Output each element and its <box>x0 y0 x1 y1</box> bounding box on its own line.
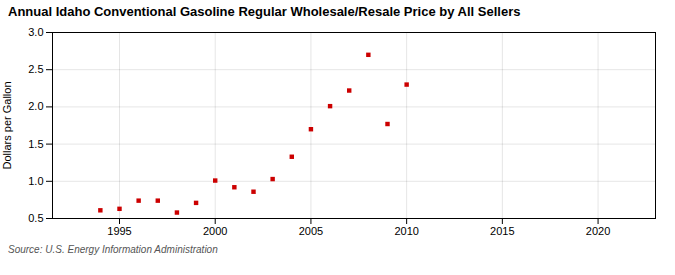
html-text:Annual Idaho Conventional Gaso: Annual Idaho Conventional Gasoline Regul… <box>8 4 521 19</box>
svg-text:2020: 2020 <box>586 225 610 237</box>
html-text:Source: U.S. Energy Informatio: Source: U.S. Energy Information Administ… <box>8 244 218 255</box>
svg-text:2015: 2015 <box>490 225 514 237</box>
svg-text:1.0: 1.0 <box>28 175 43 187</box>
svg-text:1.5: 1.5 <box>28 138 43 150</box>
svg-text:2000: 2000 <box>203 225 227 237</box>
svg-text:2.5: 2.5 <box>28 63 43 75</box>
svg-text:1995: 1995 <box>107 225 131 237</box>
svg-text:2010: 2010 <box>394 225 418 237</box>
svg-text:Dollars per Gallon: Dollars per Gallon <box>1 81 13 169</box>
svg-text:2.0: 2.0 <box>28 100 43 112</box>
svg-text:2005: 2005 <box>299 225 323 237</box>
svg-text:3.0: 3.0 <box>28 26 43 38</box>
svg-text:0.5: 0.5 <box>28 212 43 224</box>
